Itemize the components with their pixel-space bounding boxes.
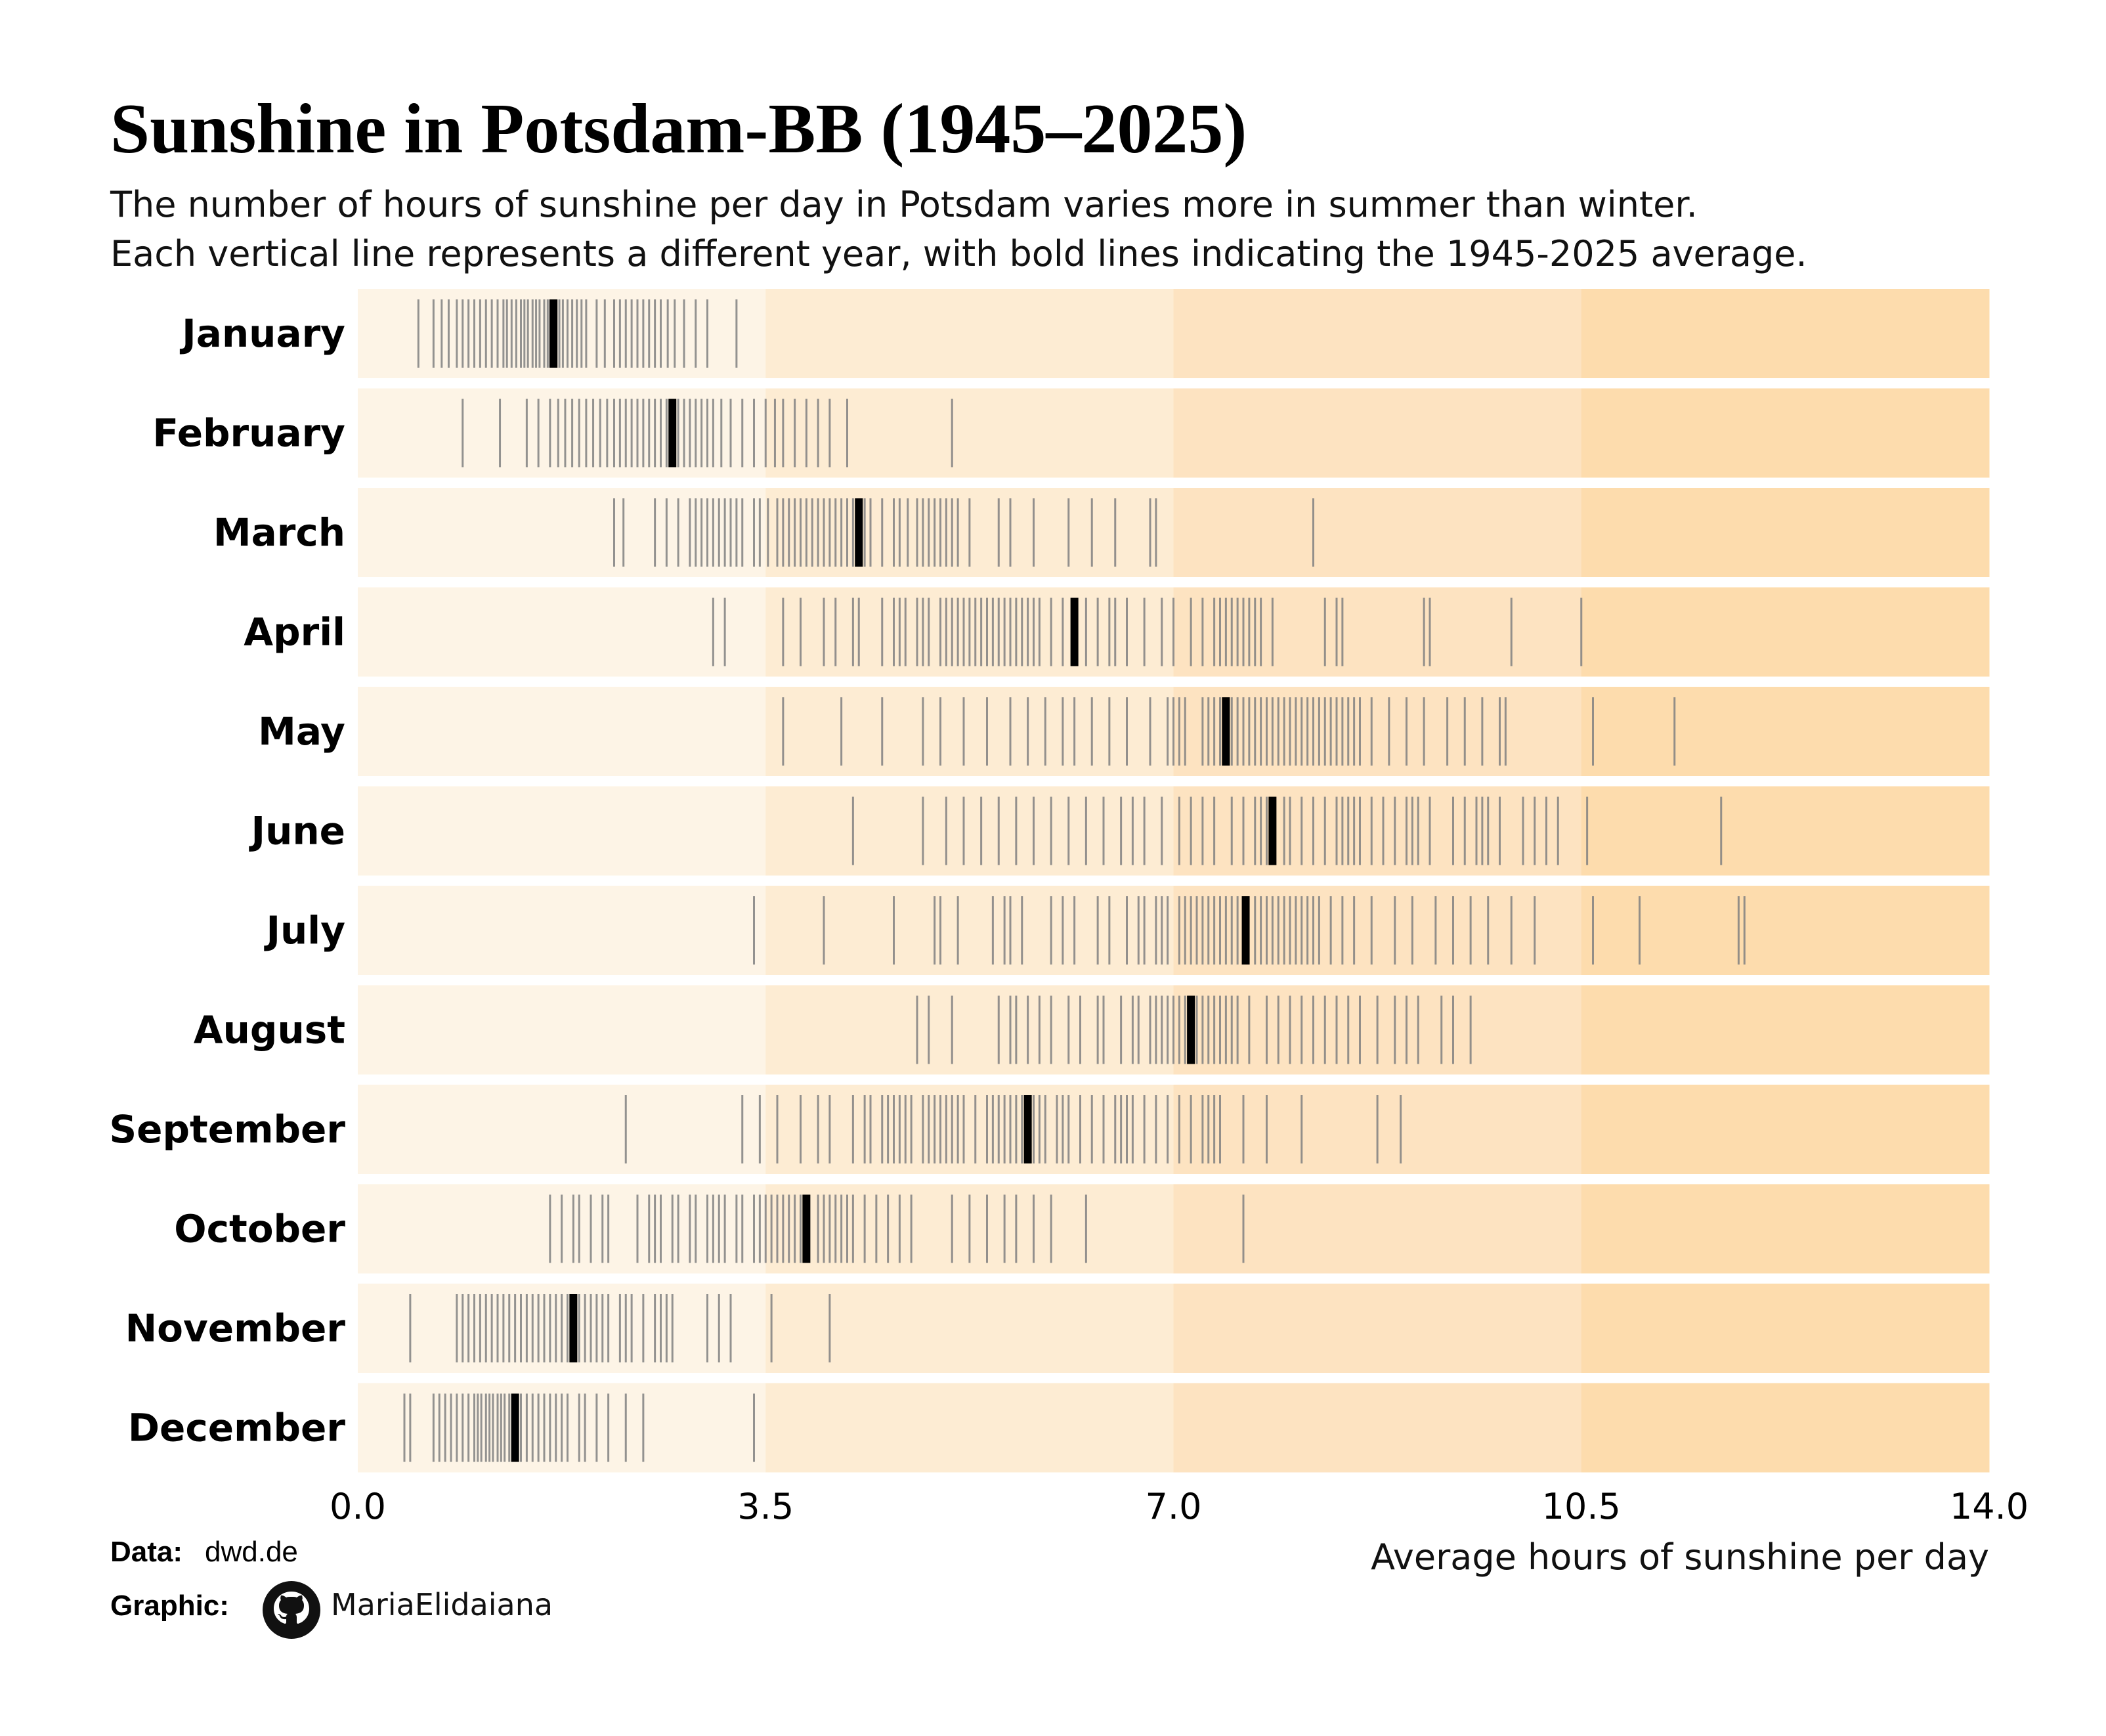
month-row-june: June — [249, 786, 1990, 876]
band-august-0 — [358, 985, 766, 1075]
month-row-april: April — [244, 587, 1990, 677]
month-row-november: November — [125, 1284, 1990, 1373]
band-august-1 — [765, 985, 1174, 1075]
band-may-0 — [358, 687, 766, 776]
band-december-2 — [1173, 1383, 1582, 1473]
band-september-3 — [1581, 1085, 1990, 1174]
month-row-july: July — [263, 886, 1990, 975]
month-row-october: October — [174, 1184, 1990, 1274]
band-february-1 — [765, 388, 1174, 478]
plot-area: January February March April May June July Augu… — [109, 289, 1990, 1473]
band-june-0 — [358, 786, 766, 876]
month-label-march: March — [213, 510, 345, 555]
month-row-january: January — [179, 289, 1990, 378]
month-label-august: August — [194, 1008, 345, 1052]
month-row-march: March — [213, 488, 1990, 577]
x-axis-label: Average hours of sunshine per day — [1371, 1536, 1989, 1578]
x-tick-label-2: 7.0 — [1146, 1486, 1202, 1527]
band-august-3 — [1581, 985, 1990, 1075]
month-label-december: December — [128, 1406, 345, 1450]
band-october-2 — [1173, 1184, 1582, 1274]
x-tick-label-1: 3.5 — [737, 1486, 794, 1527]
month-label-april: April — [244, 610, 345, 655]
month-row-may: May — [258, 687, 1990, 776]
band-june-1 — [765, 786, 1174, 876]
month-label-february: February — [152, 411, 345, 456]
x-axis: 0.0 3.5 7.0 10.5 14.0 — [330, 1486, 2029, 1527]
month-label-july: July — [263, 908, 345, 953]
chart-title: Sunshine in Potsdam-BB (1945–2025) — [110, 90, 1247, 168]
band-april-0 — [358, 587, 766, 677]
band-november-2 — [1173, 1284, 1582, 1373]
band-march-3 — [1581, 488, 1990, 577]
band-july-1 — [765, 886, 1174, 975]
month-row-december: December — [128, 1383, 1990, 1473]
chart-subtitle-line-2: Each vertical line represents a differen… — [110, 233, 1807, 274]
band-january-0 — [358, 289, 766, 378]
month-label-may: May — [258, 709, 345, 754]
data-source-value: dwd.de — [205, 1536, 298, 1568]
band-december-1 — [765, 1383, 1174, 1473]
month-row-february: February — [152, 388, 1990, 478]
month-label-january: January — [179, 311, 345, 356]
band-january-3 — [1581, 289, 1990, 378]
band-january-2 — [1173, 289, 1582, 378]
month-row-august: August — [194, 985, 1990, 1075]
chart-subtitle-line-1: The number of hours of sunshine per day … — [110, 184, 1698, 225]
band-april-2 — [1173, 587, 1582, 677]
band-february-3 — [1581, 388, 1990, 478]
month-row-september: September — [109, 1085, 1990, 1174]
band-may-2 — [1173, 687, 1582, 776]
band-march-0 — [358, 488, 766, 577]
x-tick-label-0: 0.0 — [330, 1486, 386, 1527]
band-september-1 — [765, 1085, 1174, 1174]
band-february-0 — [358, 388, 766, 478]
band-july-2 — [1173, 886, 1582, 975]
graphic-credit-handle: MariaElidaiana — [331, 1587, 553, 1622]
month-label-september: September — [109, 1107, 345, 1152]
band-december-3 — [1581, 1383, 1990, 1473]
band-november-1 — [765, 1284, 1174, 1373]
band-october-3 — [1581, 1184, 1990, 1274]
band-january-1 — [765, 289, 1174, 378]
github-icon — [263, 1581, 320, 1639]
month-label-october: October — [174, 1207, 345, 1251]
band-may-1 — [765, 687, 1174, 776]
band-july-3 — [1581, 886, 1990, 975]
graphic-credit-label: Graphic: — [110, 1590, 229, 1622]
band-september-0 — [358, 1085, 766, 1174]
band-may-3 — [1581, 687, 1990, 776]
band-april-3 — [1581, 587, 1990, 677]
data-source-label: Data: — [110, 1536, 183, 1568]
x-tick-label-4: 14.0 — [1950, 1486, 2029, 1527]
month-label-november: November — [125, 1306, 346, 1351]
x-tick-label-3: 10.5 — [1542, 1486, 1621, 1527]
band-march-2 — [1173, 488, 1582, 577]
band-february-2 — [1173, 388, 1582, 478]
month-label-june: June — [249, 809, 346, 854]
band-june-2 — [1173, 786, 1582, 876]
credits: Data: dwd.de Graphic: MariaElidaiana — [110, 1536, 553, 1639]
band-november-3 — [1581, 1284, 1990, 1373]
band-july-0 — [358, 886, 766, 975]
band-june-3 — [1581, 786, 1990, 876]
